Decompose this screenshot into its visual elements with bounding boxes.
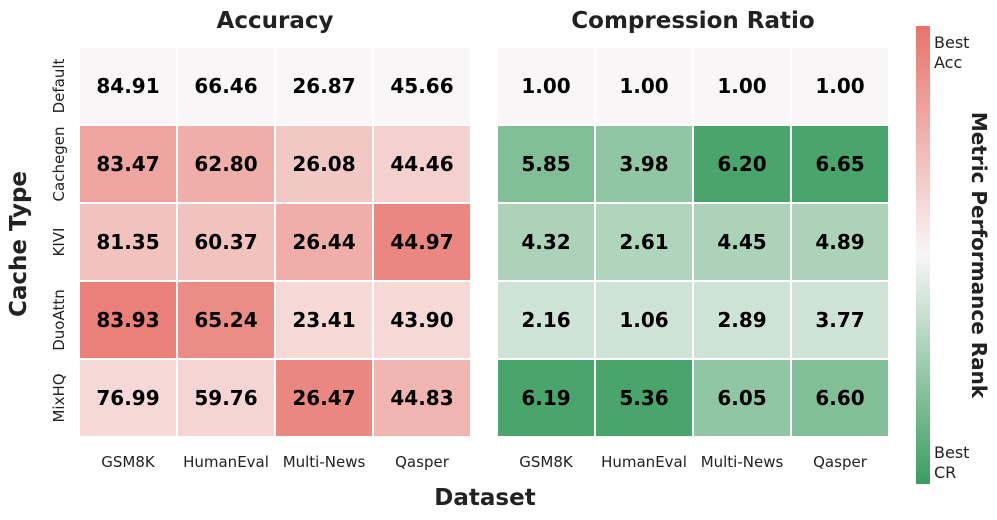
acc-cell-label-4-1: 59.76 <box>194 386 257 410</box>
cr-cell-2-2 <box>692 202 792 282</box>
acc-x-tick-3: Qasper <box>395 453 450 471</box>
acc-cell-label-1-1: 62.80 <box>194 152 257 176</box>
acc-cell-label-1-3: 44.46 <box>390 152 453 176</box>
cr-x-tick-0: GSM8K <box>519 453 574 471</box>
cr-cell-label-4-0: 6.19 <box>521 386 570 410</box>
cr-cell-label-4-1: 5.36 <box>619 386 668 410</box>
cr-x-tick-1: HumanEval <box>601 453 687 471</box>
cr-cell-4-1 <box>594 358 694 438</box>
acc-cell-label-4-3: 44.83 <box>390 386 453 410</box>
cr-cell-label-1-3: 6.65 <box>815 152 864 176</box>
compression-ratio-heatmap: 1.00 1.00 1.00 1.00 5.85 3.98 6.20 6.65 4.32 2.61… <box>496 46 890 471</box>
cr-cell-4-2 <box>692 358 792 438</box>
cr-cell-label-1-1: 3.98 <box>619 152 668 176</box>
acc-cell-0-0 <box>78 46 178 126</box>
cr-cell-label-2-1: 2.61 <box>619 230 668 254</box>
x-axis-title: Dataset <box>434 485 535 511</box>
cr-cell-0-1 <box>594 46 694 126</box>
colorbar <box>916 26 930 484</box>
acc-cell-label-2-0: 81.35 <box>96 230 159 254</box>
cr-cell-label-4-2: 6.05 <box>717 386 766 410</box>
cr-cell-label-3-3: 3.77 <box>815 308 864 332</box>
cr-cell-0-3 <box>790 46 890 126</box>
cr-cell-label-0-2: 1.00 <box>717 74 766 98</box>
acc-cell-3-1 <box>176 280 276 360</box>
cr-cell-1-3 <box>790 124 890 204</box>
acc-cell-label-1-0: 83.47 <box>96 152 159 176</box>
acc-cell-2-3 <box>372 202 472 282</box>
acc-cell-label-4-2: 26.47 <box>292 386 355 410</box>
acc-cell-label-3-0: 83.93 <box>96 308 159 332</box>
acc-cell-label-3-1: 65.24 <box>194 308 257 332</box>
acc-cell-1-3 <box>372 124 472 204</box>
colorbar-top-label-2: Acc <box>934 53 962 72</box>
accuracy-heatmap: 84.91 66.46 26.87 45.66 83.47 62.80 26.08 44.46… <box>50 46 472 471</box>
cr-cell-label-1-0: 5.85 <box>521 152 570 176</box>
cr-x-tick-2: Multi-News <box>701 453 784 471</box>
y-tick-2: KIVI <box>50 228 68 257</box>
y-tick-1: Cachegen <box>50 127 68 202</box>
cr-cell-1-2 <box>692 124 792 204</box>
cr-cell-label-0-3: 1.00 <box>815 74 864 98</box>
acc-cell-1-1 <box>176 124 276 204</box>
acc-cell-4-3 <box>372 358 472 438</box>
acc-cell-2-1 <box>176 202 276 282</box>
y-axis-title: Cache Type <box>6 171 32 317</box>
acc-cell-label-0-2: 26.87 <box>292 74 355 98</box>
colorbar-title: Metric Performance Rank <box>967 112 991 399</box>
cr-cell-0-2 <box>692 46 792 126</box>
acc-cell-label-3-3: 43.90 <box>390 308 453 332</box>
y-tick-3: DuoAttn <box>50 289 68 351</box>
cr-cell-label-3-2: 2.89 <box>717 308 766 332</box>
accuracy-panel-title: Accuracy <box>217 8 334 34</box>
cr-cell-label-3-0: 2.16 <box>521 308 570 332</box>
cr-cell-label-2-3: 4.89 <box>815 230 864 254</box>
colorbar-bottom-label-1: Best <box>934 443 969 462</box>
acc-cell-label-4-0: 76.99 <box>96 386 159 410</box>
acc-x-tick-2: Multi-News <box>283 453 366 471</box>
acc-cell-label-0-3: 45.66 <box>390 74 453 98</box>
cr-x-tick-3: Qasper <box>813 453 868 471</box>
cr-cell-4-0 <box>496 358 596 438</box>
y-tick-0: Default <box>50 58 68 113</box>
acc-x-tick-0: GSM8K <box>101 453 156 471</box>
acc-cell-0-3 <box>372 46 472 126</box>
cr-cell-3-3 <box>790 280 890 360</box>
cr-cell-label-2-0: 4.32 <box>521 230 570 254</box>
acc-cell-4-0 <box>78 358 178 438</box>
cr-cell-label-2-2: 4.45 <box>717 230 766 254</box>
acc-cell-label-1-2: 26.08 <box>292 152 355 176</box>
acc-cell-0-1 <box>176 46 276 126</box>
acc-cell-label-0-0: 84.91 <box>96 74 159 98</box>
cr-cell-label-0-0: 1.00 <box>521 74 570 98</box>
cr-cell-2-0 <box>496 202 596 282</box>
compression-panel-title: Compression Ratio <box>571 8 814 34</box>
cr-cell-label-4-3: 6.60 <box>815 386 864 410</box>
acc-x-tick-1: HumanEval <box>183 453 269 471</box>
acc-cell-label-2-3: 44.97 <box>390 230 453 254</box>
cr-cell-4-3 <box>790 358 890 438</box>
colorbar-bottom-label-2: CR <box>934 463 956 482</box>
y-tick-4: MixHQ <box>50 373 68 422</box>
cr-cell-0-0 <box>496 46 596 126</box>
cr-cell-label-0-1: 1.00 <box>619 74 668 98</box>
colorbar-top-label-1: Best <box>934 33 969 52</box>
acc-cell-label-0-1: 66.46 <box>194 74 257 98</box>
acc-cell-label-2-2: 26.44 <box>292 230 355 254</box>
acc-cell-4-1 <box>176 358 276 438</box>
acc-cell-3-3 <box>372 280 472 360</box>
cr-cell-label-3-1: 1.06 <box>619 308 668 332</box>
acc-cell-4-2 <box>274 358 374 438</box>
acc-cell-label-3-2: 23.41 <box>292 308 355 332</box>
cr-cell-label-1-2: 6.20 <box>717 152 766 176</box>
acc-cell-label-2-1: 60.37 <box>194 230 257 254</box>
